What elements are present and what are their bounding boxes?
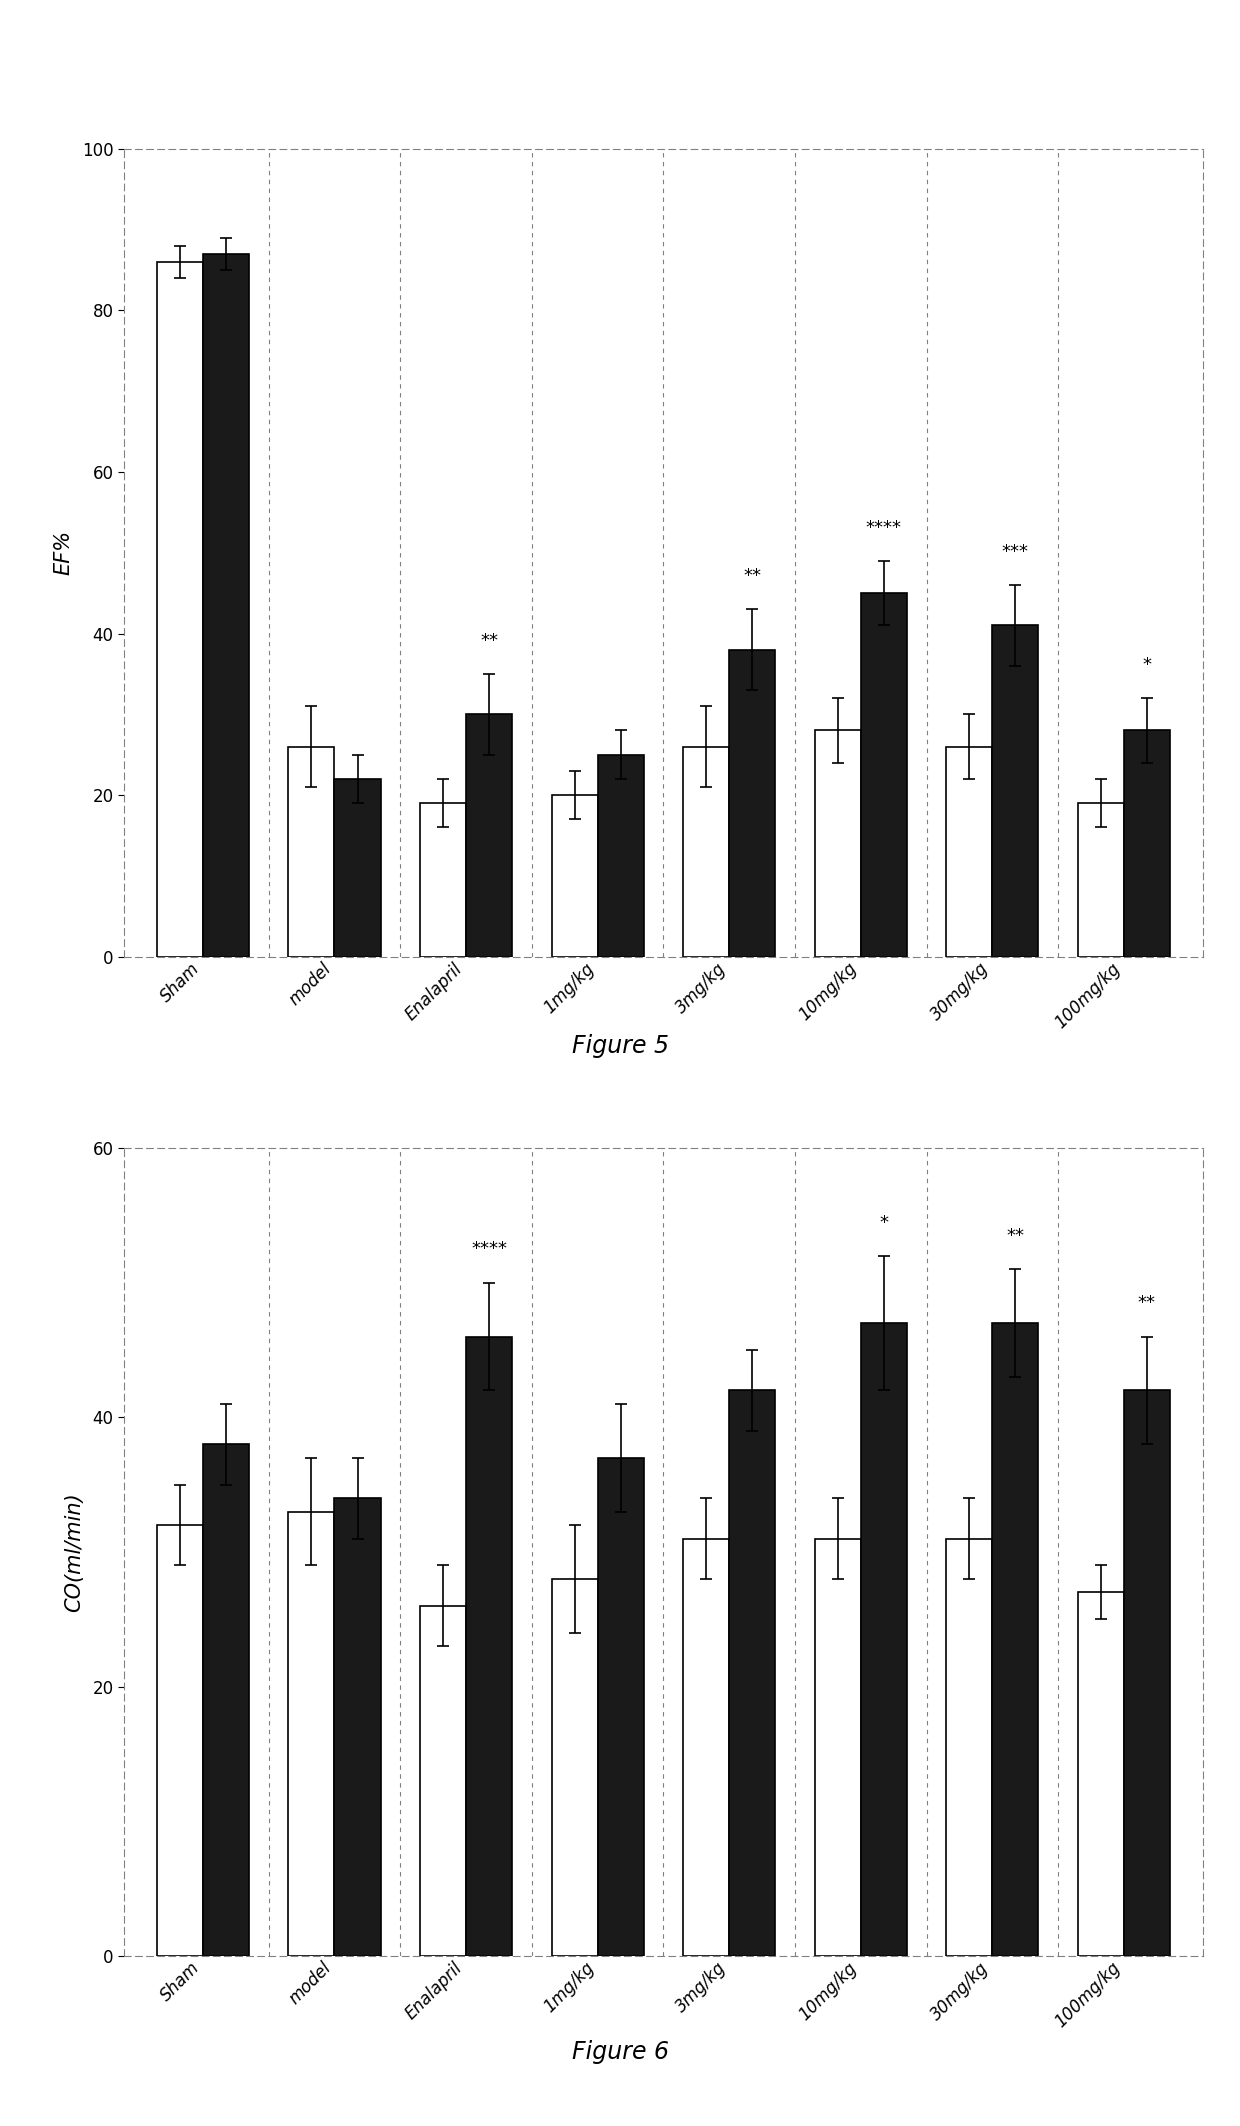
Bar bbox=[946, 746, 992, 957]
Bar bbox=[729, 1390, 775, 1956]
Text: ****: **** bbox=[471, 1239, 507, 1259]
Bar bbox=[1078, 804, 1123, 957]
Text: *: * bbox=[1142, 657, 1152, 674]
Bar bbox=[157, 261, 203, 957]
Bar bbox=[598, 1458, 644, 1956]
Bar bbox=[335, 778, 381, 957]
Bar bbox=[420, 804, 466, 957]
Text: **: ** bbox=[1007, 1227, 1024, 1246]
Bar bbox=[335, 1499, 381, 1956]
Y-axis label: EF%: EF% bbox=[53, 529, 73, 576]
Bar bbox=[1123, 731, 1169, 957]
Bar bbox=[992, 1322, 1038, 1956]
Bar bbox=[552, 795, 598, 957]
Bar bbox=[683, 1539, 729, 1956]
Bar bbox=[289, 1512, 335, 1956]
Y-axis label: CO(ml/min): CO(ml/min) bbox=[64, 1492, 84, 1612]
Bar bbox=[203, 253, 249, 957]
Bar bbox=[683, 746, 729, 957]
Text: Figure 5: Figure 5 bbox=[572, 1033, 668, 1059]
Text: *: * bbox=[879, 1214, 888, 1231]
Text: Figure 6: Figure 6 bbox=[572, 2039, 668, 2064]
Bar bbox=[729, 651, 775, 957]
Text: **: ** bbox=[1138, 1295, 1156, 1312]
Bar bbox=[598, 755, 644, 957]
Text: **: ** bbox=[743, 568, 761, 585]
Bar bbox=[420, 1605, 466, 1956]
Bar bbox=[861, 1322, 906, 1956]
Bar bbox=[815, 1539, 861, 1956]
Bar bbox=[466, 1337, 512, 1956]
Bar bbox=[861, 593, 906, 957]
Bar bbox=[1078, 1592, 1123, 1956]
Bar bbox=[157, 1524, 203, 1956]
Bar bbox=[552, 1580, 598, 1956]
Bar bbox=[289, 746, 335, 957]
Bar bbox=[466, 714, 512, 957]
Bar bbox=[946, 1539, 992, 1956]
Text: ****: **** bbox=[866, 519, 901, 536]
Bar bbox=[815, 731, 861, 957]
Bar bbox=[203, 1444, 249, 1956]
Bar bbox=[1123, 1390, 1169, 1956]
Text: **: ** bbox=[480, 631, 498, 651]
Bar bbox=[992, 625, 1038, 957]
Text: ***: *** bbox=[1002, 542, 1029, 561]
